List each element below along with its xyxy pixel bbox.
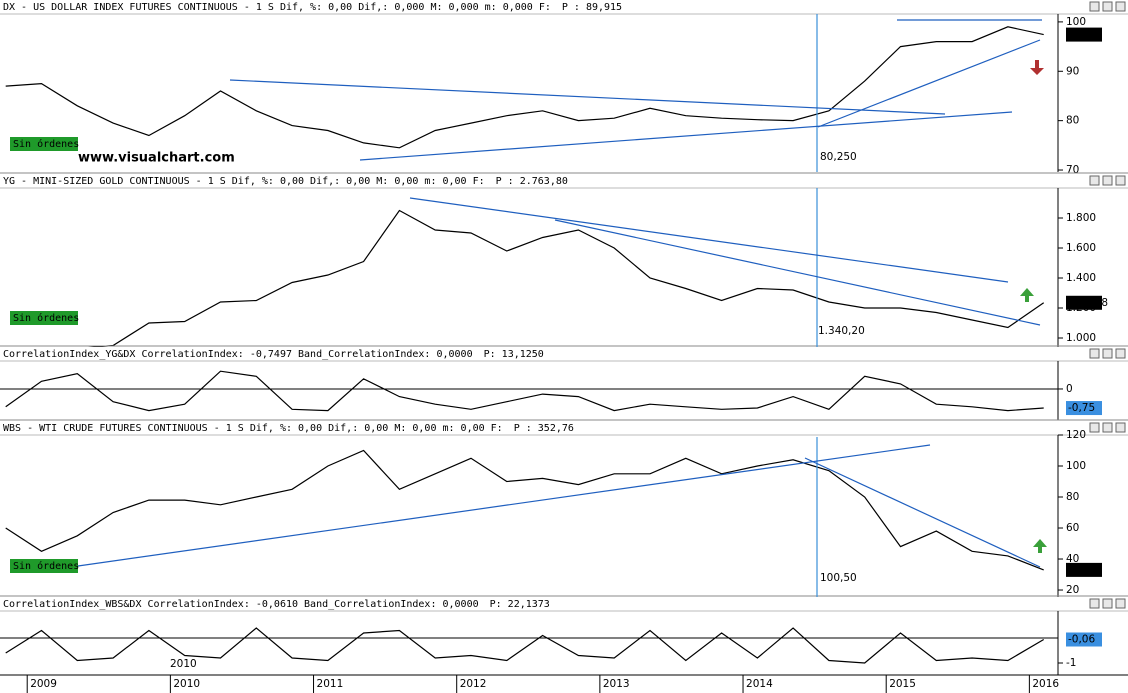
panel-title: DX - US DOLLAR INDEX FUTURES CONTINUOUS …	[3, 2, 551, 13]
panel-button	[1089, 422, 1100, 433]
last-value-label: 97,43	[1068, 29, 1098, 41]
y-tick-label: 90	[1066, 65, 1079, 77]
drawings	[77, 14, 1047, 597]
y-tick-label: 1.000	[1066, 332, 1096, 344]
y-tick-label: 100	[1066, 16, 1086, 28]
trend-line	[77, 444, 931, 567]
x-tick-label: 2014	[746, 678, 773, 690]
last-value-label: -0,06	[1068, 634, 1095, 646]
x-tick-label: 2012	[460, 678, 487, 690]
up-arrow	[1033, 539, 1047, 553]
panel-title: WBS - WTI CRUDE FUTURES CONTINUOUS - 1 S…	[3, 423, 503, 434]
panel-button	[1115, 175, 1126, 186]
order-box	[10, 311, 78, 325]
trend-line	[804, 457, 1041, 568]
trend-line	[554, 219, 1041, 326]
order-label: Sin órdenes	[13, 312, 79, 324]
panel-button	[1089, 1, 1100, 12]
panel-button	[1115, 598, 1126, 609]
x-tick-label: 2011	[317, 678, 344, 690]
annotation: 2010	[170, 658, 197, 670]
x-tick-label: 2009	[30, 678, 57, 690]
panel-price: P : 89,915	[562, 2, 622, 13]
y-tick-label: 1.800	[1066, 212, 1096, 224]
x-tick-label: 2015	[889, 678, 916, 690]
last-value-label: -0,75	[1068, 402, 1095, 414]
y-tick-label: 0	[1066, 383, 1073, 395]
up-arrow	[1020, 288, 1034, 302]
panel-title: YG - MINI-SIZED GOLD CONTINUOUS - 1 S Di…	[3, 176, 485, 187]
order-box	[10, 559, 78, 573]
panel-button	[1102, 422, 1113, 433]
panel-price: P : 352,76	[514, 423, 574, 434]
panel-button	[1102, 348, 1113, 359]
y-tick-label: 60	[1066, 522, 1079, 534]
price-line	[5, 26, 1044, 149]
panel-button	[1115, 348, 1126, 359]
trend-line	[817, 39, 1041, 128]
last-value-label: 1.234,8	[1068, 297, 1108, 309]
y-tick-label: 80	[1066, 115, 1079, 127]
annotation: 80,250	[820, 151, 857, 163]
order-label: Sin órdenes	[13, 560, 79, 572]
panel-button	[1102, 598, 1113, 609]
y-tick-label: 120	[1066, 429, 1086, 441]
panel-price: P: 22,1373	[490, 599, 550, 610]
price-line	[5, 627, 1045, 664]
annotation: 1.340,20	[818, 325, 865, 337]
trend-line	[359, 111, 1013, 161]
panel-title: CorrelationIndex_YG&DX CorrelationIndex:…	[3, 349, 473, 360]
panel-button	[1102, 175, 1113, 186]
annotation: 100,50	[820, 572, 857, 584]
trend-line	[409, 197, 1009, 283]
price-line	[5, 449, 1044, 571]
last-value-label: 32,99	[1068, 564, 1098, 576]
panel-button	[1115, 422, 1126, 433]
panel-button	[1102, 1, 1113, 12]
y-tick-label: 1.600	[1066, 242, 1096, 254]
panel-price: P: 13,1250	[484, 349, 544, 360]
panel-button	[1089, 175, 1100, 186]
order-box	[10, 137, 78, 151]
panel-button	[1089, 598, 1100, 609]
last-value-box	[1066, 27, 1102, 42]
y-tick-label: 1.400	[1066, 272, 1096, 284]
watermark: www.visualchart.com	[78, 151, 235, 166]
price-line	[88, 209, 1045, 347]
last-value-box	[1066, 632, 1102, 647]
x-tick-label: 2010	[173, 678, 200, 690]
y-tick-label: 70	[1066, 164, 1079, 176]
y-tick-label: 40	[1066, 553, 1079, 565]
panel-button	[1089, 348, 1100, 359]
y-tick-label: -1	[1066, 657, 1076, 669]
x-tick-label: 2016	[1032, 678, 1059, 690]
last-value-box	[1066, 401, 1102, 416]
down-arrow	[1030, 60, 1044, 75]
order-label: Sin órdenes	[13, 138, 79, 150]
panel-title: CorrelationIndex_WBS&DX CorrelationIndex…	[3, 599, 479, 610]
y-tick-label: 100	[1066, 460, 1086, 472]
last-value-box	[1066, 562, 1102, 577]
trend-line	[229, 79, 946, 115]
x-tick-label: 2013	[603, 678, 630, 690]
price-line	[5, 370, 1044, 412]
last-value-box	[1066, 295, 1102, 310]
panel-price: P : 2.763,80	[496, 176, 568, 187]
y-tick-label: 20	[1066, 584, 1079, 596]
y-tick-label: 80	[1066, 491, 1079, 503]
panel-button	[1115, 1, 1126, 12]
